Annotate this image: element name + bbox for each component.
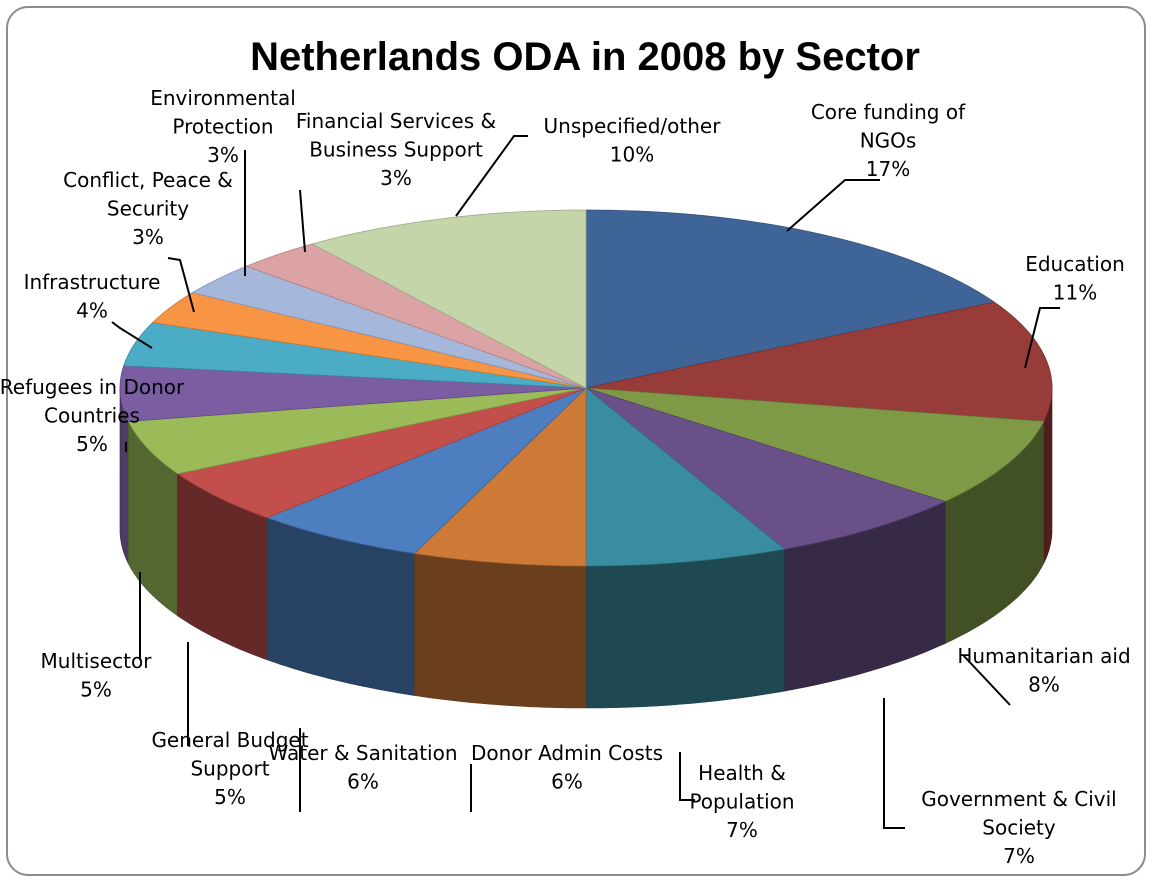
slice-label: Water & Sanitation 6%	[268, 741, 457, 794]
slice-label: Humanitarian aid 8%	[957, 644, 1130, 697]
slice-name: General Budget	[151, 728, 308, 752]
slice-side-wall	[414, 553, 587, 709]
slice-label: Donor Admin Costs 6%	[471, 741, 663, 794]
slice-name: Conflict, Peace &	[63, 168, 233, 192]
pie-slice	[265, 387, 587, 554]
leader-line	[167, 257, 195, 313]
slice-labels: Core funding of NGOs 17% Education 11% Humani…	[0, 86, 1131, 868]
pie-slice	[311, 209, 587, 389]
slice-label: Conflict, Peace & Security 3%	[63, 168, 233, 249]
pie-slice	[127, 387, 587, 475]
leader-line	[1024, 307, 1060, 369]
slice-name: Countries	[44, 404, 140, 428]
pie-slice	[413, 387, 587, 567]
slice-label: Multisector 5%	[41, 649, 153, 702]
pie-slice	[119, 365, 587, 422]
slice-name: Protection	[172, 115, 273, 139]
slice-name: Business Support	[309, 138, 483, 162]
pie-slice	[585, 301, 1053, 422]
slice-label: Government & Civil Society 7%	[921, 787, 1117, 868]
slice-label: Environmental Protection 3%	[150, 86, 296, 167]
slice-name: Water & Sanitation	[268, 741, 457, 765]
slice-percent: 3%	[207, 143, 239, 167]
slice-name: Environmental	[150, 86, 296, 110]
slice-name: Infrastructure	[24, 270, 161, 294]
leader-line	[455, 135, 528, 217]
slice-name: Unspecified/other	[544, 114, 722, 138]
pie-slice	[176, 387, 587, 519]
slice-label: Refugees in Donor Countries 5%	[0, 375, 185, 456]
slice-name: Donor Admin Costs	[471, 741, 663, 765]
pie-slice	[585, 387, 1045, 502]
leader-line	[962, 654, 1011, 706]
slice-name: Support	[190, 757, 269, 781]
slice-name: Government & Civil	[921, 787, 1117, 811]
leader-line	[299, 189, 306, 253]
slice-name: Health &	[698, 761, 786, 785]
slice-name: Society	[982, 816, 1056, 840]
leader-line	[679, 752, 695, 801]
leader-line	[786, 179, 880, 232]
slice-percent: 3%	[380, 166, 412, 190]
slice-percent: 6%	[551, 770, 583, 794]
leader-line	[111, 321, 153, 349]
slice-name: Financial Services &	[296, 109, 496, 133]
pie-slice	[585, 387, 786, 567]
slice-label: Infrastructure 4%	[24, 270, 161, 323]
slice-percent: 7%	[1003, 844, 1035, 868]
slice-percent: 5%	[214, 785, 246, 809]
pie-slices	[119, 209, 1053, 567]
pie-slice	[585, 209, 996, 389]
slice-name: Education	[1025, 252, 1125, 276]
slice-side-wall	[585, 548, 785, 709]
leader-lines	[111, 135, 1060, 829]
slice-label: Education 11%	[1025, 252, 1125, 305]
slice-label: Unspecified/other 10%	[544, 114, 722, 167]
slice-percent: 8%	[1028, 673, 1060, 697]
slice-name: NGOs	[860, 129, 917, 153]
slice-label: Health & Population 7%	[689, 761, 794, 842]
pie-side-walls	[119, 388, 1053, 709]
slice-name: Core funding of	[811, 100, 966, 124]
slice-percent: 5%	[76, 432, 108, 456]
slice-name: Security	[107, 197, 189, 221]
slice-name: Population	[689, 790, 794, 814]
chart-title: Netherlands ODA in 2008 by Sector	[250, 35, 920, 79]
slice-name: Multisector	[41, 649, 153, 673]
slice-name: Humanitarian aid	[957, 644, 1130, 668]
slice-percent: 5%	[80, 678, 112, 702]
slice-percent: 6%	[347, 770, 379, 794]
slice-percent: 4%	[76, 299, 108, 323]
slice-percent: 10%	[610, 143, 654, 167]
slice-percent: 17%	[866, 157, 910, 181]
slice-label: Core funding of NGOs 17%	[811, 100, 966, 181]
pie-slice	[585, 387, 947, 550]
slice-percent: 3%	[132, 225, 164, 249]
slice-percent: 7%	[726, 818, 758, 842]
leader-line	[883, 698, 905, 829]
slice-label: General Budget Support 5%	[151, 728, 308, 809]
slice-name: Refugees in Donor	[0, 375, 185, 399]
slice-percent: 11%	[1053, 281, 1097, 305]
slice-label: Financial Services & Business Support 3%	[296, 109, 496, 190]
